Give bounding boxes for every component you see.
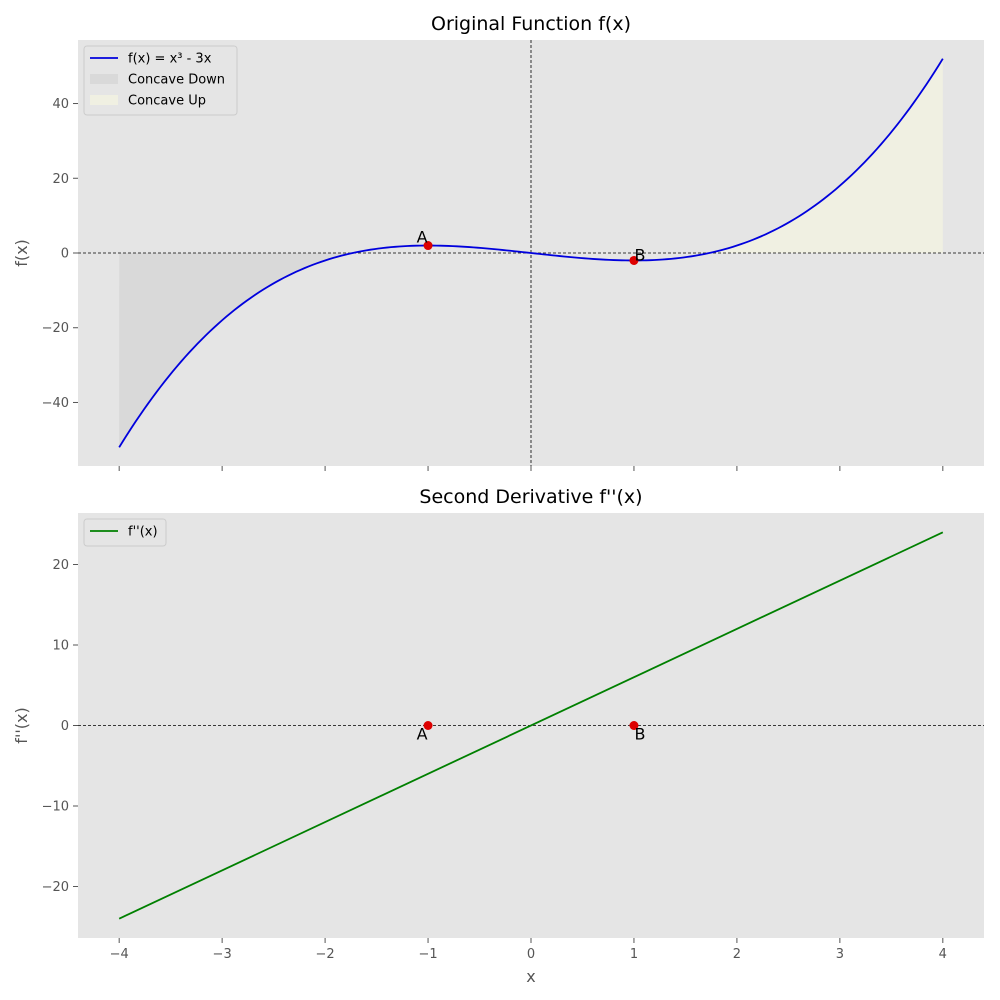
chart-title-1: Second Derivative f''(x)	[419, 486, 642, 508]
legend-label-0-s0: f(x) = x³ - 3x	[128, 52, 212, 67]
x-tick-label-1-1: −3	[213, 947, 232, 962]
y-tick-label-0-3: 20	[52, 172, 69, 187]
point-label-a-0: A	[417, 228, 428, 247]
legend-label-0-r0: Concave Down	[128, 73, 225, 88]
y-tick-label-1-4: 20	[52, 558, 69, 573]
y-tick-label-1-1: −10	[42, 799, 69, 814]
x-axis-label-1: x	[526, 967, 535, 986]
point-b-1	[629, 721, 639, 730]
point-label-b-1: B	[634, 725, 645, 744]
y-tick-label-0-4: 40	[52, 97, 69, 112]
y-tick-label-0-0: −40	[42, 396, 69, 411]
y-tick-label-1-3: 10	[52, 639, 69, 654]
x-tick-label-1-5: 1	[630, 947, 638, 962]
x-tick-label-1-3: −1	[418, 947, 437, 962]
x-tick-label-1-2: −2	[316, 947, 335, 962]
y-axis-label-0: f(x)	[12, 239, 31, 267]
chart-title-0: Original Function f(x)	[431, 13, 631, 35]
shaded-region-concave-down	[119, 253, 532, 448]
legend-box-1	[83, 518, 167, 547]
point-a-1	[423, 721, 433, 730]
x-tick-label-1-6: 2	[733, 947, 741, 962]
point-a-0	[423, 241, 433, 251]
legend-label-0-r1: Concave Up	[128, 94, 206, 109]
legend-swatch-0-r1	[90, 95, 118, 105]
shaded-region-concave-up	[531, 58, 943, 254]
series-line-1-0	[118, 531, 944, 920]
y-axis-label-1: f''(x)	[12, 707, 31, 743]
series-line-0-0	[118, 58, 944, 448]
y-tick-label-1-2: 0	[61, 719, 69, 734]
x-tick-label-1-0: −4	[110, 947, 129, 962]
point-b-0	[629, 255, 639, 265]
y-tick-label-0-1: −20	[42, 321, 69, 336]
legend-swatch-0-r0	[90, 74, 118, 84]
legend-label-1-s0: f''(x)	[128, 525, 158, 540]
point-label-a-1: A	[417, 725, 428, 744]
legend-box-0	[83, 45, 238, 116]
y-tick-label-1-0: −20	[42, 880, 69, 895]
y-tick-label-0-2: 0	[61, 247, 69, 262]
x-tick-label-1-8: 4	[939, 947, 947, 962]
point-label-b-0: B	[634, 245, 645, 264]
x-tick-label-1-7: 3	[836, 947, 844, 962]
x-tick-label-1-4: 0	[527, 947, 535, 962]
